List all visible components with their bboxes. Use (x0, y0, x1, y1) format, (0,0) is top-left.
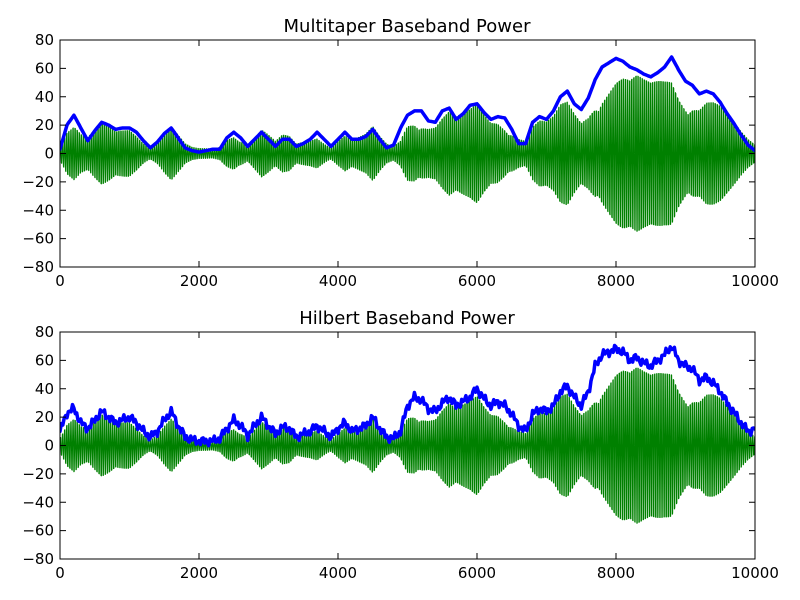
hilbert-xtick-label: 6000 (458, 564, 496, 582)
hilbert-xtick-label: 8000 (597, 564, 635, 582)
multitaper-ytick-label: 80 (35, 31, 54, 49)
hilbert-ytick-label: 80 (35, 323, 54, 341)
multitaper-ytick-label: −60 (22, 230, 54, 248)
hilbert-ytick-label: −20 (22, 465, 54, 483)
multitaper-plot-area (60, 55, 755, 232)
hilbert-subplot: Hilbert Baseband Power 0 2000 4000 6000 8000… (22, 308, 779, 582)
multitaper-xtick-label: 6000 (458, 272, 496, 290)
multitaper-xtick-label: 8000 (597, 272, 635, 290)
multitaper-ytick-label: 0 (44, 145, 54, 163)
hilbert-xtick-label: 0 (55, 564, 65, 582)
multitaper-ytick-label: −40 (22, 201, 54, 219)
hilbert-signal-line (60, 367, 755, 524)
multitaper-ytick-label: 60 (35, 59, 54, 77)
hilbert-ytick-label: 40 (35, 380, 54, 398)
hilbert-ytick-label: 60 (35, 351, 54, 369)
multitaper-ytick-label: −80 (22, 258, 54, 276)
multitaper-xtick-label: 2000 (180, 272, 218, 290)
hilbert-ytick-label: −80 (22, 550, 54, 568)
hilbert-ticks: 0 2000 4000 6000 8000 10000 80 60 40 20 0 −20 −40 −60… (22, 323, 779, 582)
multitaper-ytick-label: −20 (22, 173, 54, 191)
multitaper-envelope-line (60, 55, 755, 154)
hilbert-ytick-label: 20 (35, 408, 54, 426)
hilbert-xtick-label: 4000 (319, 564, 357, 582)
multitaper-ytick-label: 20 (35, 116, 54, 134)
hilbert-xtick-label: 2000 (180, 564, 218, 582)
hilbert-ytick-label: 0 (44, 437, 54, 455)
hilbert-envelope-line (60, 343, 755, 448)
hilbert-plot-area (60, 343, 755, 524)
hilbert-ytick-label: −40 (22, 493, 54, 511)
multitaper-subplot: Multitaper Baseband Power 0 2000 4000 6000 8… (22, 16, 779, 290)
multitaper-xtick-label: 0 (55, 272, 65, 290)
multitaper-xtick-label: 10000 (731, 272, 779, 290)
multitaper-ticks: 0 2000 4000 6000 8000 10000 80 60 40 20 0 −20 −40 −60… (22, 31, 779, 290)
multitaper-signal-line (60, 75, 755, 232)
multitaper-title: Multitaper Baseband Power (284, 16, 532, 37)
hilbert-title: Hilbert Baseband Power (299, 308, 515, 329)
hilbert-ytick-label: −60 (22, 522, 54, 540)
multitaper-xtick-label: 4000 (319, 272, 357, 290)
multitaper-ytick-label: 40 (35, 88, 54, 106)
hilbert-xtick-label: 10000 (731, 564, 779, 582)
